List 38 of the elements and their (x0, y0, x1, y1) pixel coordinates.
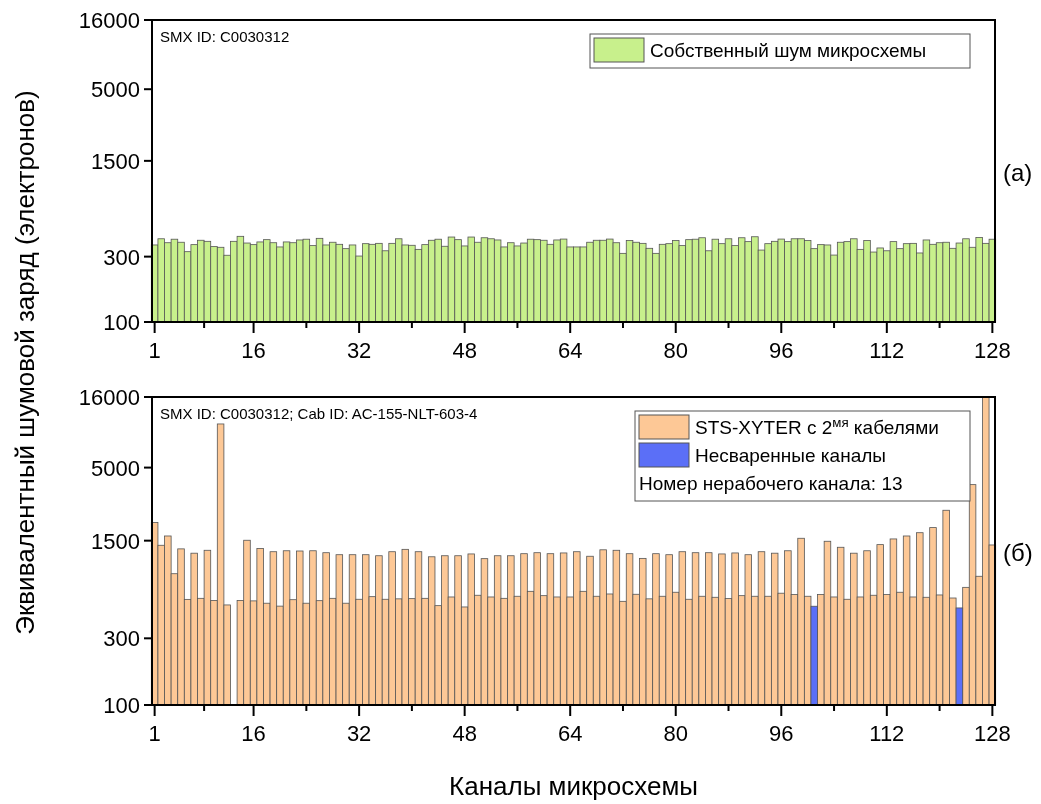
x-tick-label: 64 (557, 338, 583, 363)
x-tick-label: 64 (557, 721, 583, 746)
y-tick-label: 100 (103, 693, 140, 718)
y-tick-label: 1500 (91, 528, 140, 554)
y-tick-label: 5000 (91, 455, 140, 481)
y-tick-label: 100 (103, 310, 140, 335)
x-tick-label: 112 (869, 721, 905, 746)
text: (б) (1003, 539, 1033, 566)
legend-label: STS-XYTER с 2$^{мя}$ кабелями (695, 414, 939, 438)
annotation: SMX ID: C0030312 (160, 28, 290, 45)
x-tick-label: 80 (663, 338, 688, 363)
x-tick-label: 32 (346, 721, 372, 746)
x-axis-title: Каналы микросхемы (449, 771, 698, 801)
annotation: SMX ID: C0030312; Cab ID: AC-155-NLT-603-4 (160, 405, 478, 422)
y-tick-label: 16000 (78, 385, 140, 410)
x-tick-label: 128 (974, 721, 1011, 746)
x-tick-label: 48 (452, 721, 477, 746)
legend-label: Собственный шум микросхемы (650, 40, 927, 61)
y-tick-label: 300 (103, 626, 140, 652)
y-tick-label: 1500 (91, 148, 140, 174)
x-tick-label: 96 (769, 721, 794, 746)
x-tick-label: 1 (148, 338, 161, 363)
legend-label: Несваренные каналы (695, 445, 886, 466)
x-tick-label: 16 (241, 338, 266, 363)
x-tick-label: 1 (148, 721, 161, 746)
y-tick-label: 5000 (91, 77, 140, 103)
x-tick-label: 32 (346, 338, 372, 363)
x-tick-label: 96 (769, 338, 794, 363)
y-axis-title: Эквивалентный шумовой заряд (электронов) (10, 90, 40, 635)
x-tick-label: 16 (241, 721, 266, 746)
text: (a) (1003, 159, 1033, 186)
y-tick-label: 16000 (78, 8, 140, 33)
x-tick-label: 48 (452, 338, 477, 363)
x-tick-label: 112 (869, 338, 905, 363)
x-tick-label: 128 (974, 338, 1011, 363)
x-tick-label: 80 (663, 721, 688, 746)
annotation: Номер нерабочего канала: 13 (639, 473, 903, 494)
y-tick-label: 300 (103, 244, 140, 270)
